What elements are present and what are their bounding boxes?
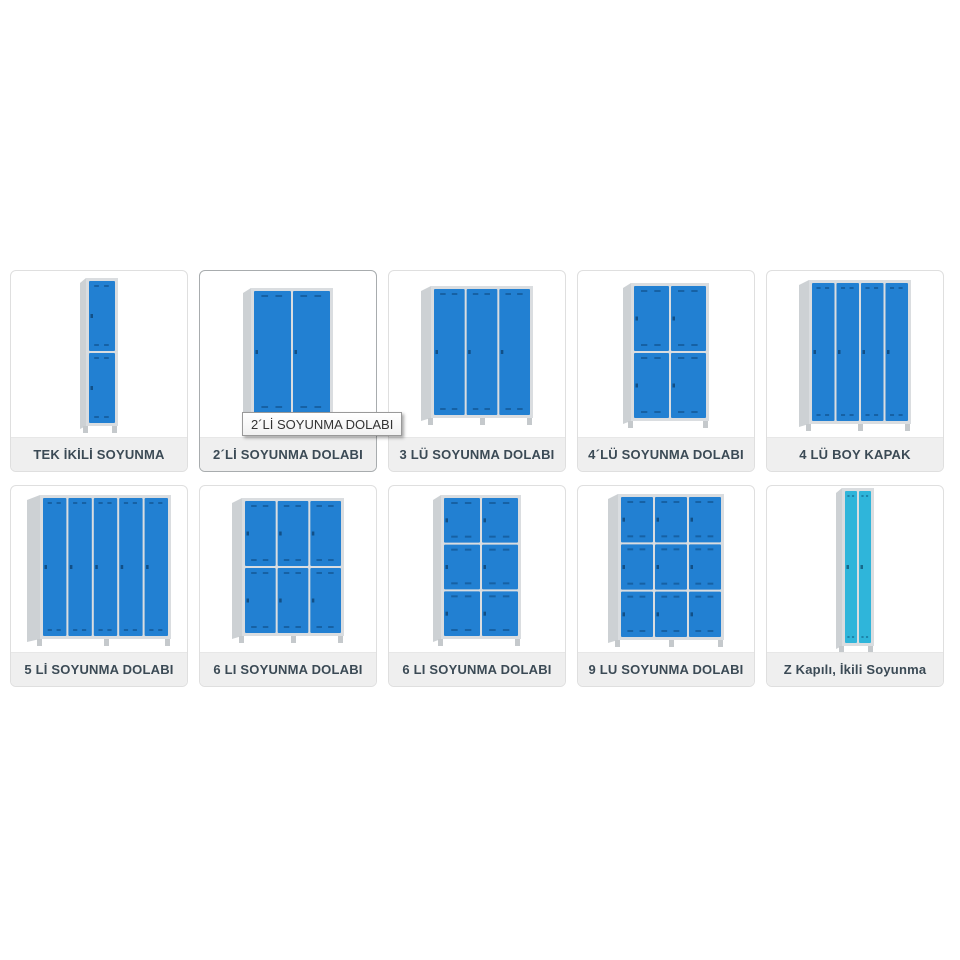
product-image-5[interactable] — [767, 271, 943, 437]
product-card-2[interactable]: 2´Lİ SOYUNMA DOLABI — [199, 270, 377, 472]
product-title-10[interactable]: Z Kapılı, İkili Soyunma — [767, 652, 943, 686]
product-title-5[interactable]: 4 LÜ BOY KAPAK — [767, 437, 943, 471]
product-title-1[interactable]: TEK İKİLİ SOYUNMA — [11, 437, 187, 471]
product-title-3[interactable]: 3 LÜ SOYUNMA DOLABI — [389, 437, 565, 471]
product-image-10[interactable] — [767, 486, 943, 652]
four-tall-door-locker — [799, 280, 911, 431]
product-title-8[interactable]: 6 LI SOYUNMA DOLABI — [389, 652, 565, 686]
product-card-4[interactable]: 4´LÜ SOYUNMA DOLABI — [577, 270, 755, 472]
product-image-8[interactable] — [389, 486, 565, 652]
three-door-locker — [421, 286, 533, 425]
product-image-7[interactable] — [200, 486, 376, 652]
product-title-9[interactable]: 9 LU SOYUNMA DOLABI — [578, 652, 754, 686]
nine-door-locker — [608, 494, 724, 647]
product-card-6[interactable]: 5 Lİ SOYUNMA DOLABI — [10, 485, 188, 687]
product-card-8[interactable]: 6 LI SOYUNMA DOLABI — [388, 485, 566, 687]
product-image-9[interactable] — [578, 486, 754, 652]
product-title-6[interactable]: 5 Lİ SOYUNMA DOLABI — [11, 652, 187, 686]
product-title-4[interactable]: 4´LÜ SOYUNMA DOLABI — [578, 437, 754, 471]
tooltip-product-name: 2´Lİ SOYUNMA DOLABI — [242, 412, 403, 436]
product-card-5[interactable]: 4 LÜ BOY KAPAK — [766, 270, 944, 472]
product-card-10[interactable]: Z Kapılı, İkili Soyunma — [766, 485, 944, 687]
z-door-double-locker — [836, 488, 874, 652]
product-card-1[interactable]: TEK İKİLİ SOYUNMA — [10, 270, 188, 472]
four-door-locker — [623, 283, 709, 428]
six-door-locker-2x3 — [433, 495, 521, 646]
product-card-3[interactable]: 3 LÜ SOYUNMA DOLABI — [388, 270, 566, 472]
six-door-locker-3x2 — [232, 498, 344, 643]
product-title-7[interactable]: 6 LI SOYUNMA DOLABI — [200, 652, 376, 686]
product-grid: TEK İKİLİ SOYUNMA 2´Lİ SOYUNMA DOLABI 3 … — [10, 270, 944, 687]
product-title-2[interactable]: 2´Lİ SOYUNMA DOLABI — [200, 437, 376, 471]
product-image-6[interactable] — [11, 486, 187, 652]
product-image-1[interactable] — [11, 271, 187, 437]
product-card-9[interactable]: 9 LU SOYUNMA DOLABI — [577, 485, 755, 687]
product-image-3[interactable] — [389, 271, 565, 437]
single-double-locker — [80, 278, 118, 433]
two-door-locker — [243, 288, 333, 423]
product-image-4[interactable] — [578, 271, 754, 437]
five-door-locker — [27, 495, 171, 646]
product-card-7[interactable]: 6 LI SOYUNMA DOLABI — [199, 485, 377, 687]
